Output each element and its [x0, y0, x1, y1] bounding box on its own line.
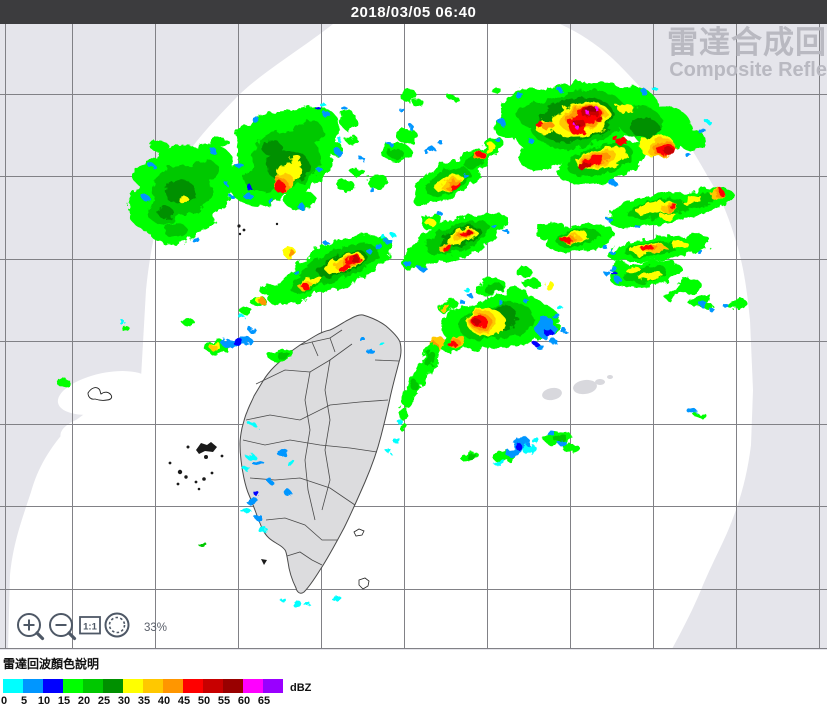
legend-unit-label: dBZ	[290, 682, 312, 694]
legend-color-bar	[3, 679, 283, 693]
map-controls: 1:1 33%	[14, 609, 167, 645]
legend-tick: 55	[217, 695, 231, 707]
actual-size-button[interactable]: 1:1	[79, 616, 101, 635]
product-title-zh: 雷達合成回	[667, 25, 827, 60]
product-title-en: Composite Refle	[669, 58, 827, 81]
legend-swatch	[103, 679, 123, 693]
legend-tick: 25	[97, 695, 111, 707]
legend-title: 雷達回波顏色說明	[3, 657, 100, 671]
legend-swatch	[203, 679, 223, 693]
radar-echo-layer	[57, 81, 747, 607]
legend-swatch	[223, 679, 243, 693]
legend-tick: 65	[257, 695, 271, 707]
legend-swatch	[163, 679, 183, 693]
legend-swatch	[3, 679, 23, 693]
legend-tick: 15	[57, 695, 71, 707]
legend-tick: 60	[237, 695, 251, 707]
legend-swatch	[63, 679, 83, 693]
range-circle-button[interactable]	[104, 612, 130, 638]
reflectivity-legend: 雷達回波顏色說明 dBZ 0 5 10 15 20 25 30 35 40 45 50 55 60 65	[0, 655, 312, 708]
legend-swatch	[263, 679, 283, 693]
legend-swatch	[123, 679, 143, 693]
legend-tick: 35	[137, 695, 151, 707]
legend-tick: 50	[197, 695, 211, 707]
actual-size-label[interactable]: 1:1	[83, 622, 97, 633]
zoom-out-button[interactable]	[49, 613, 77, 641]
datetime-label: 2018/03/05 06:40	[350, 3, 477, 21]
legend-tick: 45	[177, 695, 191, 707]
legend-tick: 30	[117, 695, 131, 707]
radar-map-canvas[interactable]	[0, 0, 827, 650]
title-bar: 2018/03/05 06:40	[0, 0, 827, 24]
legend-tick-labels: 0 5 10 15 20 25 30 35 40 45 50 55 60 65	[0, 695, 311, 708]
faint-islands	[542, 375, 613, 401]
zoom-in-button[interactable]	[17, 613, 45, 641]
legend-swatch	[243, 679, 263, 693]
legend-swatch	[183, 679, 203, 693]
legend-swatch	[43, 679, 63, 693]
legend-swatch	[143, 679, 163, 693]
legend-tick: 0	[0, 695, 8, 707]
legend-tick: 5	[20, 695, 28, 707]
county-borders	[242, 329, 400, 566]
offshore-islands	[87, 222, 370, 590]
legend-swatch	[23, 679, 43, 693]
legend-swatch	[83, 679, 103, 693]
zoom-percent-label: 33%	[144, 622, 168, 634]
legend-tick: 10	[37, 695, 51, 707]
legend-tick: 40	[157, 695, 171, 707]
radar-map[interactable]: 雷達合成回 Composite Refle 1:1	[0, 0, 827, 650]
product-watermark: 雷達合成回 Composite Refle	[667, 25, 827, 81]
legend-tick: 20	[77, 695, 91, 707]
